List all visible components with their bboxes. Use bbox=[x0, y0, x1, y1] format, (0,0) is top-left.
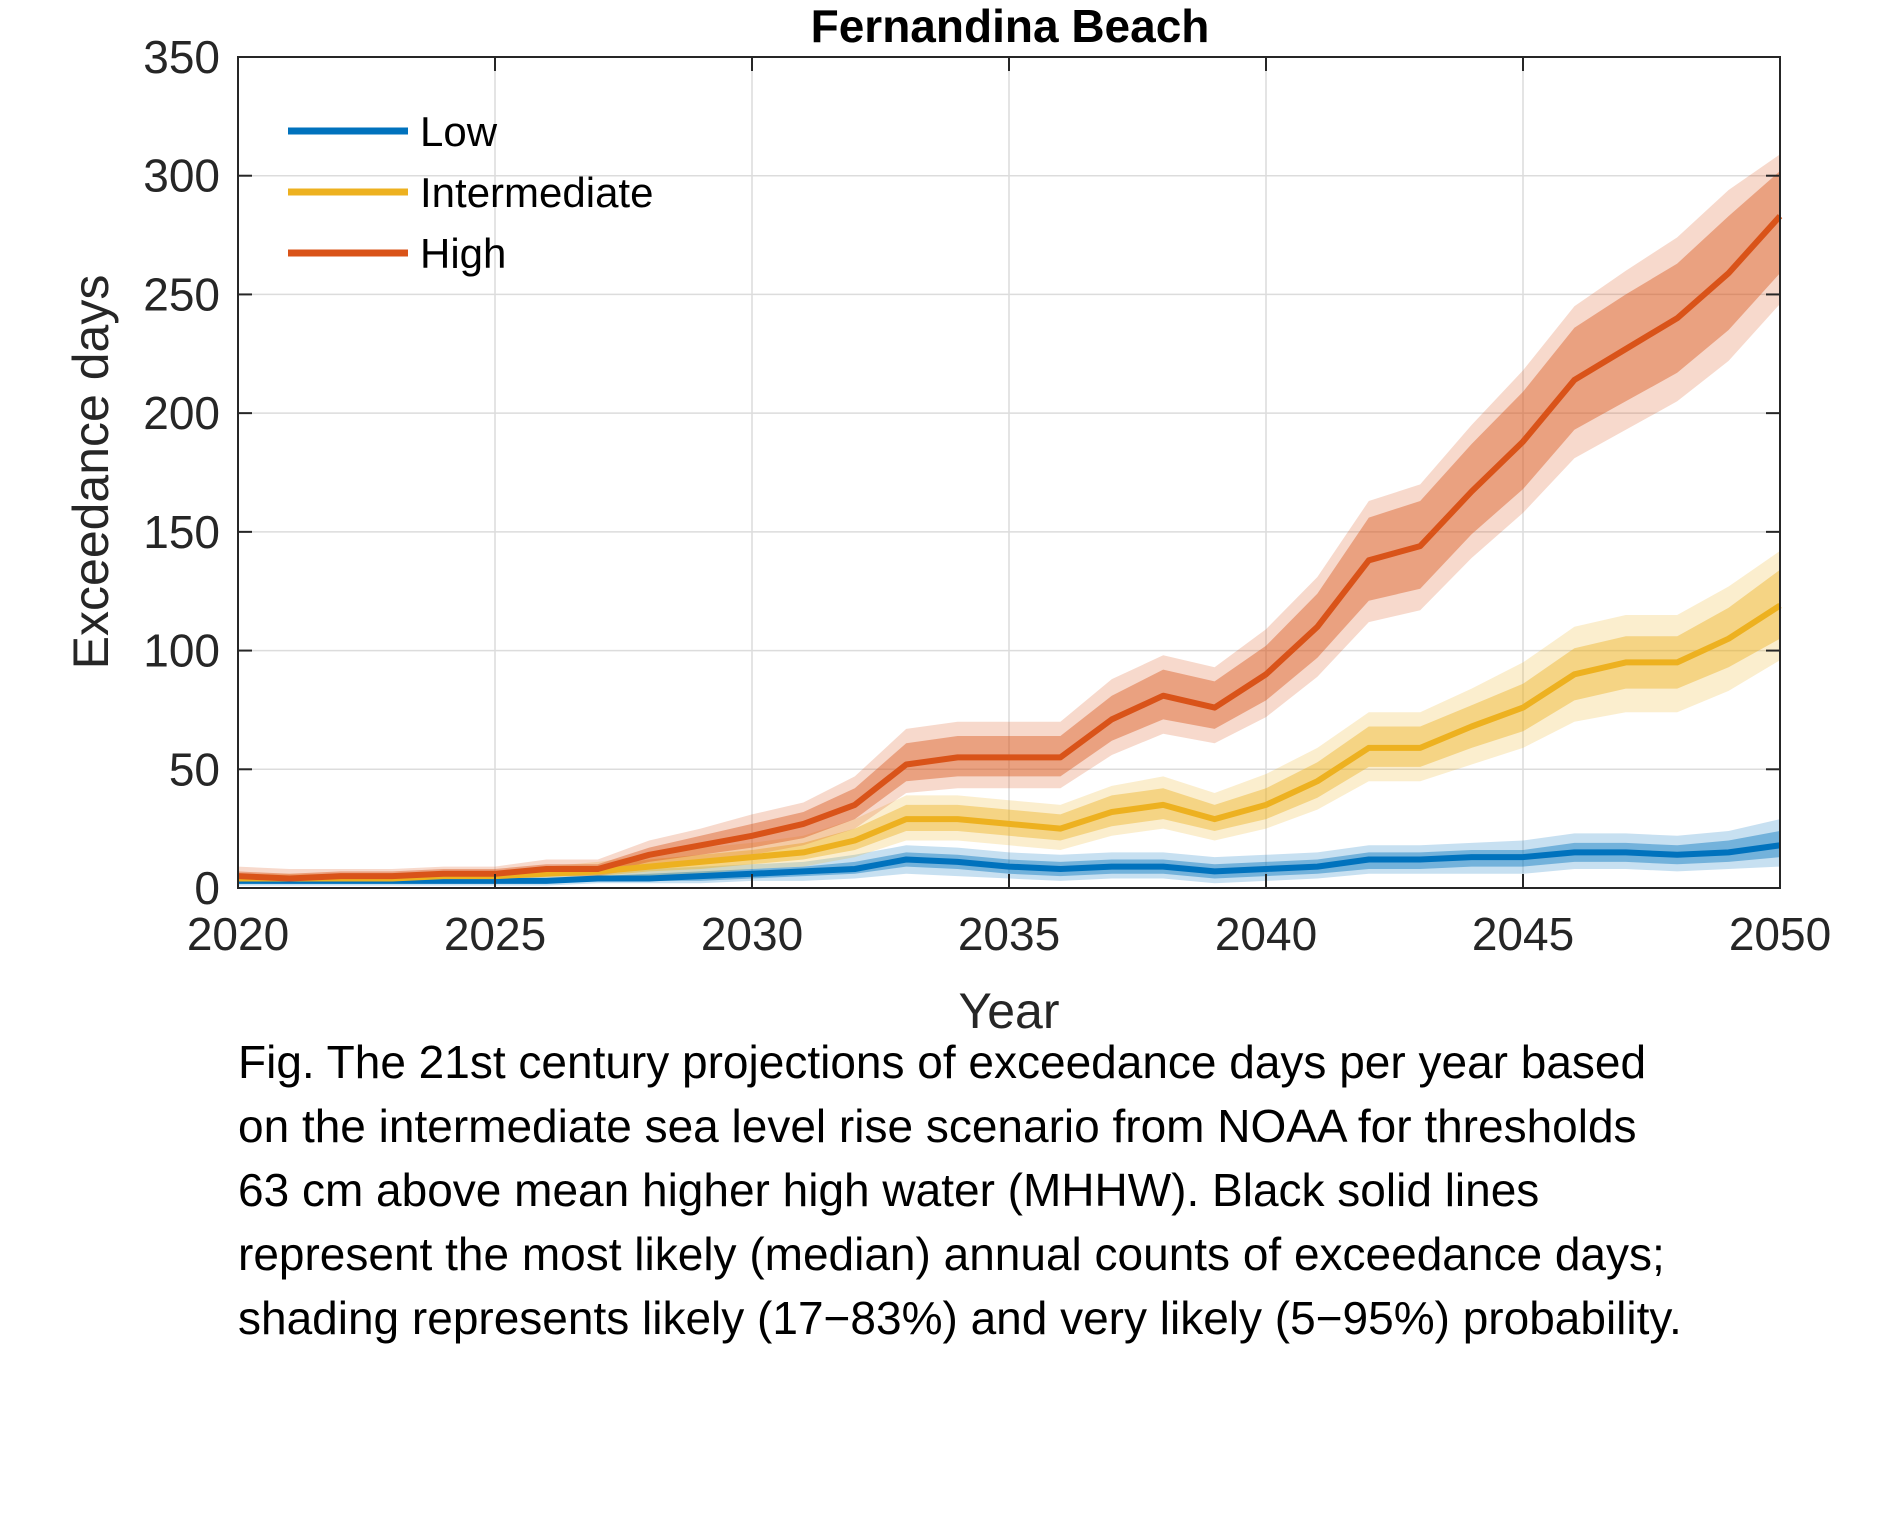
y-tick-label-200: 200 bbox=[143, 387, 220, 439]
x-tick-label-2020: 2020 bbox=[187, 908, 289, 960]
x-tick-label-2025: 2025 bbox=[444, 908, 546, 960]
y-axis-title: Exceedance days bbox=[63, 275, 119, 670]
band-very-likely-high bbox=[238, 154, 1780, 884]
x-axis-title: Year bbox=[958, 983, 1059, 1030]
x-tick-label-2040: 2040 bbox=[1215, 908, 1317, 960]
y-tick-label-250: 250 bbox=[143, 268, 220, 320]
y-tick-label-350: 350 bbox=[143, 31, 220, 83]
y-tick-label-300: 300 bbox=[143, 150, 220, 202]
band-very-likely-low bbox=[238, 819, 1780, 886]
figure-caption: Fig. The 21st century projections of exc… bbox=[238, 1036, 1682, 1344]
y-tick-label-150: 150 bbox=[143, 506, 220, 558]
x-axis-ticks: 2020 2025 2030 2035 2040 2045 2050 bbox=[187, 57, 1831, 960]
x-tick-label-2050: 2050 bbox=[1729, 908, 1831, 960]
x-tick-label-2035: 2035 bbox=[958, 908, 1060, 960]
legend-label-low: Low bbox=[420, 108, 498, 155]
chart-title: Fernandina Beach bbox=[811, 0, 1210, 52]
band-very-likely-intermediate bbox=[238, 550, 1780, 884]
y-tick-label-50: 50 bbox=[169, 743, 220, 795]
exceedance-chart: Fernandina Beach 2020 2025 2030 2035 2040 204… bbox=[63, 0, 1831, 1030]
x-tick-label-2045: 2045 bbox=[1472, 908, 1574, 960]
grid-lines bbox=[237, 56, 1781, 889]
y-tick-label-100: 100 bbox=[143, 625, 220, 677]
legend-label-intermediate: Intermediate bbox=[420, 169, 653, 216]
median-line-high bbox=[237, 214, 1783, 882]
x-tick-label-2030: 2030 bbox=[701, 908, 803, 960]
legend: Low Intermediate High bbox=[288, 108, 653, 277]
legend-label-high: High bbox=[420, 230, 506, 277]
y-tick-label-0: 0 bbox=[194, 862, 220, 914]
band-likely-high bbox=[238, 171, 1780, 881]
y-axis-ticks: 0 50 100 150 200 250 300 350 bbox=[143, 31, 1780, 914]
